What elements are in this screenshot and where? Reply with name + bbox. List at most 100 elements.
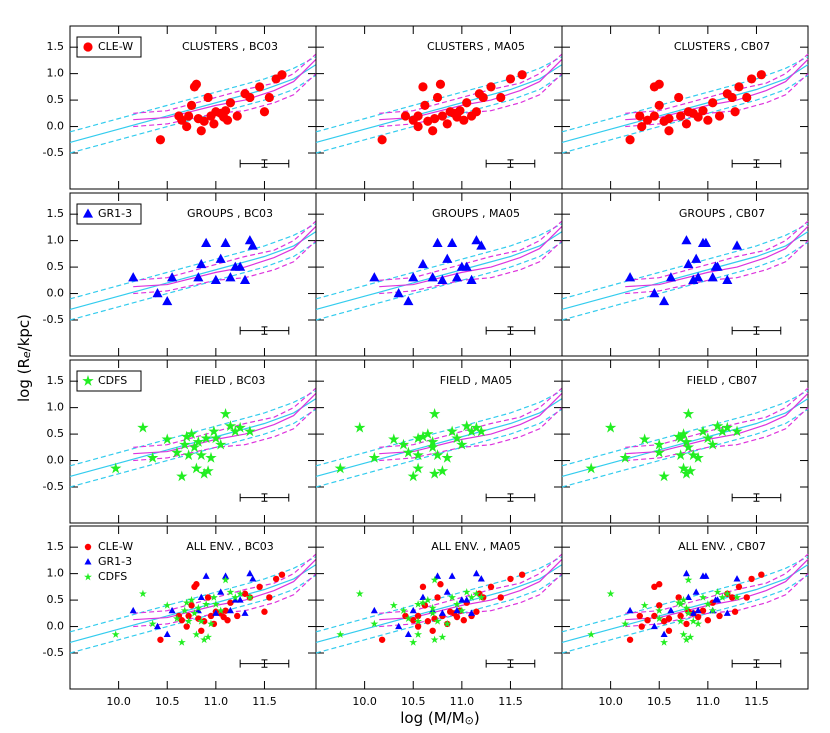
point [728,594,736,601]
point [437,111,448,121]
point [638,623,645,630]
point [680,436,693,447]
point [409,606,417,614]
point [188,602,195,609]
point [707,272,718,282]
point [404,614,413,622]
point [472,569,480,577]
point [700,237,711,247]
point [424,618,432,625]
point [221,575,230,584]
point [192,436,205,447]
point [461,261,472,271]
point [689,617,698,625]
relation-line [379,225,563,288]
x-tick-label: 11.5 [498,695,523,708]
x-tick-label: 11.0 [204,695,229,708]
point [236,589,245,598]
point [714,596,722,603]
panel-title: GROUPS , MA05 [432,207,520,220]
point [496,92,506,103]
point [173,614,181,622]
panel-frame [561,192,809,357]
point [241,590,249,597]
point [677,428,690,439]
point [505,74,516,84]
point [179,438,191,450]
point [423,595,432,604]
point [649,288,660,298]
relation-line [69,574,317,654]
point [742,92,752,103]
point [370,606,378,614]
point [414,623,422,630]
point [654,79,664,89]
y-tick-label: -0.5 [43,480,64,493]
point [200,635,209,644]
point [713,587,722,596]
point [215,438,227,450]
legend-marker [82,375,94,386]
point [255,82,265,92]
point [378,636,386,643]
point [733,575,741,582]
point [644,617,651,624]
point [413,121,423,132]
point [428,609,437,617]
point [195,449,207,461]
point [231,593,240,601]
point [212,609,220,616]
point [477,575,485,582]
point [448,572,456,579]
point [183,623,190,630]
legend-marker [84,543,92,551]
point [389,601,398,609]
point [152,288,163,298]
point [478,92,488,103]
point [434,594,441,601]
point [636,612,643,620]
point [197,617,206,625]
point [185,612,192,620]
point [200,432,212,444]
relation-line [69,556,317,633]
legend-label: GR1-3 [98,207,132,220]
error-bar [485,659,536,668]
point [368,451,381,463]
panel-title: CLUSTERS , MA05 [427,40,525,53]
point [191,79,202,89]
point [155,135,166,145]
point [704,617,712,624]
y-tick-label: 0.0 [47,120,65,133]
error-bar [485,159,536,168]
y-label-part: /kpc) [15,314,33,351]
y-tick-label: 1.0 [47,401,65,414]
panel-title: FIELD , BC03 [195,374,266,387]
relation-line [69,231,317,311]
point [665,627,673,634]
relation-line [69,56,317,133]
error-bar [239,659,290,668]
legend-label: GR1-3 [98,555,132,568]
y-label-part: log (R [15,358,33,402]
point [412,449,424,461]
point [110,462,122,474]
point [665,272,676,282]
point [691,253,702,263]
legend-box [76,203,142,225]
y-tick-label: 0.0 [47,287,65,300]
relation-line [561,56,809,133]
point [697,425,709,437]
point [278,571,286,578]
point [261,608,268,615]
panel-title: CLUSTERS , BC03 [182,40,278,53]
point [334,462,346,474]
point [654,100,664,110]
point [665,615,673,622]
point [453,613,461,621]
point [718,593,727,601]
point [247,240,258,250]
point [672,430,685,442]
relation-line [315,241,563,321]
